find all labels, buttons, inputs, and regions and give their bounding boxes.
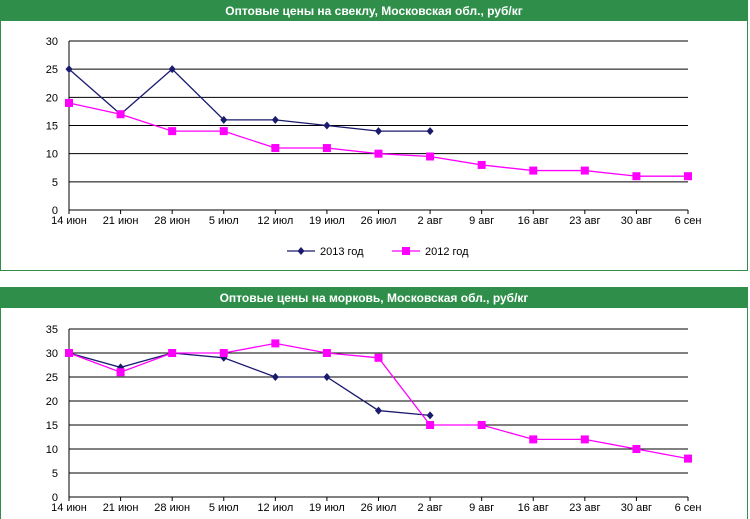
x-tick-label: 26 июл bbox=[361, 502, 397, 514]
data-point bbox=[477, 421, 486, 429]
x-tick-label: 5 июл bbox=[209, 215, 239, 227]
y-tick-label: 5 bbox=[52, 177, 58, 189]
y-tick-label: 30 bbox=[46, 36, 58, 48]
y-tick-label: 15 bbox=[46, 420, 58, 432]
y-tick-label: 0 bbox=[52, 492, 58, 504]
data-point bbox=[271, 339, 280, 348]
series-line bbox=[68, 68, 431, 132]
y-tick-label: 10 bbox=[46, 149, 58, 161]
data-point bbox=[65, 349, 73, 357]
data-point bbox=[375, 406, 382, 415]
x-tick-label: 23 авг bbox=[569, 215, 600, 227]
x-tick-label: 19 июл bbox=[309, 502, 345, 514]
data-point bbox=[426, 411, 434, 420]
chart-title: Оптовые цены на морковь, Московская обл.… bbox=[1, 288, 747, 308]
y-tick-label: 15 bbox=[46, 121, 58, 133]
x-tick-label: 14 июн bbox=[51, 502, 87, 514]
x-tick-label: 23 авг bbox=[569, 502, 600, 514]
data-point bbox=[580, 435, 589, 444]
data-point bbox=[168, 127, 177, 136]
data-point bbox=[271, 144, 280, 153]
legend-label: 2012 год bbox=[425, 246, 469, 258]
y-tick-label: 30 bbox=[46, 348, 58, 360]
legend-marker bbox=[402, 247, 410, 255]
x-tick-label: 12 июл bbox=[257, 215, 293, 227]
chart-panel-carrot: Оптовые цены на морковь, Московская обл.… bbox=[0, 287, 748, 519]
data-point bbox=[220, 115, 228, 124]
data-point bbox=[632, 445, 641, 453]
series-line bbox=[68, 102, 688, 177]
y-tick-label: 20 bbox=[46, 396, 58, 408]
data-point bbox=[477, 160, 486, 169]
data-point bbox=[375, 127, 382, 136]
data-point bbox=[168, 65, 176, 74]
data-point bbox=[271, 373, 279, 381]
legend-label: 2013 год bbox=[320, 246, 364, 258]
data-point bbox=[322, 349, 331, 357]
data-point bbox=[529, 435, 538, 444]
y-tick-label: 10 bbox=[46, 444, 58, 456]
data-point bbox=[168, 349, 177, 357]
data-point bbox=[684, 172, 692, 181]
y-tick-label: 5 bbox=[52, 468, 58, 480]
y-tick-label: 20 bbox=[46, 92, 58, 104]
data-point bbox=[116, 110, 125, 119]
x-tick-label: 5 июл bbox=[209, 502, 239, 514]
x-tick-label: 28 июн bbox=[154, 215, 190, 227]
data-point bbox=[322, 144, 331, 153]
x-tick-label: 12 июл bbox=[257, 502, 293, 514]
data-point bbox=[271, 115, 279, 124]
x-tick-label: 2 авг bbox=[418, 502, 443, 514]
data-point bbox=[426, 127, 434, 136]
data-point bbox=[219, 349, 228, 357]
data-point bbox=[374, 149, 383, 158]
x-tick-label: 21 июн bbox=[103, 502, 139, 514]
x-tick-label: 9 авг bbox=[469, 502, 494, 514]
x-tick-label: 16 авг bbox=[518, 215, 549, 227]
data-point bbox=[323, 373, 331, 381]
data-point bbox=[580, 166, 589, 175]
series-line bbox=[68, 352, 431, 417]
data-point bbox=[374, 353, 383, 362]
x-tick-label: 14 июн bbox=[51, 215, 87, 227]
x-tick-label: 21 июн bbox=[103, 215, 139, 227]
x-tick-label: 26 июл bbox=[361, 215, 397, 227]
chart-title: Оптовые цены на свеклу, Московская обл.,… bbox=[1, 1, 747, 21]
x-tick-label: 16 авг bbox=[518, 502, 549, 514]
data-point bbox=[426, 421, 435, 429]
x-tick-label: 2 авг bbox=[418, 215, 443, 227]
data-point bbox=[116, 368, 125, 377]
legend-marker bbox=[297, 247, 305, 255]
data-point bbox=[65, 65, 73, 74]
data-point bbox=[632, 172, 641, 181]
x-tick-label: 6 сен bbox=[675, 215, 702, 227]
chart-panel-beet: Оптовые цены на свеклу, Московская обл.,… bbox=[0, 0, 748, 271]
data-point bbox=[65, 98, 73, 107]
y-tick-label: 25 bbox=[46, 372, 58, 384]
data-point bbox=[219, 127, 228, 136]
x-tick-label: 9 авг bbox=[469, 215, 494, 227]
data-point bbox=[323, 121, 331, 130]
x-tick-label: 6 сен bbox=[675, 502, 702, 514]
y-tick-label: 35 bbox=[46, 324, 58, 336]
x-tick-label: 19 июл bbox=[309, 215, 345, 227]
x-tick-label: 30 авг bbox=[621, 502, 652, 514]
data-point bbox=[684, 454, 692, 463]
data-point bbox=[529, 166, 538, 175]
data-point bbox=[426, 152, 435, 161]
y-tick-label: 0 bbox=[52, 205, 58, 217]
x-tick-label: 30 авг bbox=[621, 215, 652, 227]
x-tick-label: 28 июн bbox=[154, 502, 190, 514]
y-tick-label: 25 bbox=[46, 64, 58, 76]
